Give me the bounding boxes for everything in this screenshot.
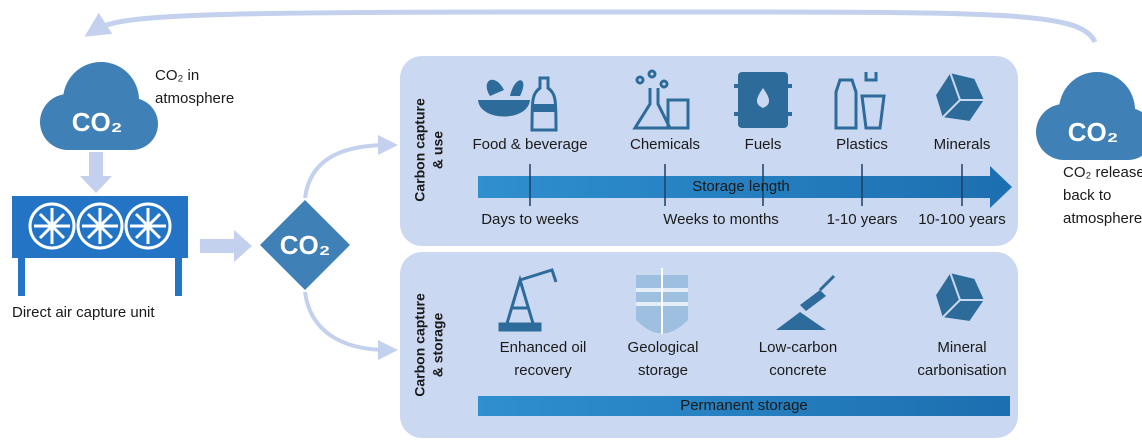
dac-unit-part-part — [82, 208, 118, 244]
chemicals-icon-part — [666, 98, 690, 130]
fuels-icon-part — [734, 112, 792, 116]
concrete-icon-part — [800, 290, 826, 311]
tick-lines — [529, 164, 963, 206]
duration-label: 1-10 years — [827, 211, 898, 228]
mineral-carbonisation-icon — [933, 270, 987, 324]
use-item-label: Plastics — [836, 136, 888, 153]
storage-item-label: storage — [638, 362, 688, 379]
storage-panel — [400, 252, 1018, 438]
dac-unit-part-part — [28, 202, 76, 250]
storage-item-label: Enhanced oil — [500, 339, 587, 356]
food-icon-part — [510, 80, 524, 96]
return-arrow — [84, 9, 1098, 44]
geological-icon — [636, 268, 688, 334]
dac-unit — [12, 196, 188, 296]
cloud-label: CO₂ — [72, 107, 123, 137]
storage-item-label: Mineral — [937, 339, 986, 356]
dac-unit-part-part — [124, 202, 172, 250]
use-item-label: Fuels — [745, 136, 782, 153]
use-item-label: Minerals — [934, 136, 991, 153]
plastics-icon-part — [864, 72, 878, 82]
storage-length-arrow — [478, 166, 1012, 208]
food-icon-part — [486, 79, 504, 96]
down-arrow-head — [80, 176, 112, 193]
concrete-icon-part — [776, 312, 826, 330]
concrete-icon — [776, 274, 836, 330]
food-icon-part — [530, 76, 558, 132]
storage-item-label: carbonisation — [917, 362, 1006, 379]
hub-label: CO₂ — [280, 230, 331, 260]
duration-label: 10-100 years — [918, 211, 1006, 228]
use-title: Carbon capture — [412, 98, 428, 202]
permanent-storage-bar — [478, 396, 1010, 416]
dac-unit-part — [175, 258, 182, 296]
dac-unit-part-part — [130, 208, 166, 244]
atmosphere-label: atmosphere — [155, 90, 234, 107]
storage-item-label: Geological — [628, 339, 699, 356]
mineral-carbonisation-icon-part — [941, 271, 985, 319]
chemicals-icon — [632, 69, 690, 130]
duration-label: Weeks to months — [663, 211, 779, 228]
fuels-icon-part — [734, 84, 792, 88]
dac-unit-part — [28, 202, 172, 250]
cloud-label: CO₂ — [1068, 117, 1119, 147]
storage-item-label: concrete — [769, 362, 827, 379]
food-icon-part — [478, 100, 530, 117]
atmosphere-label: CO₂ in — [155, 67, 199, 84]
branch-arrow — [303, 291, 398, 360]
storage-title: & storage — [430, 313, 446, 378]
storage-item-label: recovery — [514, 362, 572, 379]
released-label: back to — [1063, 187, 1111, 204]
minerals-icon — [933, 70, 987, 124]
chemicals-icon-part — [647, 69, 657, 79]
fuels-icon — [734, 72, 792, 128]
right-arrow-head — [234, 230, 252, 262]
use-title: & use — [430, 131, 446, 169]
branch-arrow — [303, 135, 398, 199]
storage-title: Carbon capture — [412, 293, 428, 397]
released-label: CO₂ released — [1063, 164, 1142, 181]
dac-unit-part-part — [34, 208, 70, 244]
use-item-label: Chemicals — [630, 136, 700, 153]
dac-label: Direct air capture unit — [12, 304, 155, 321]
food-icon-part — [532, 104, 556, 112]
oil-icon-part — [498, 322, 542, 332]
permanent-storage-label: Permanent storage — [680, 397, 808, 414]
fuels-icon-part — [756, 88, 770, 108]
storage-item-label: Low-carbon — [759, 339, 837, 356]
plastics-icon — [834, 72, 886, 130]
dac-unit-part — [18, 258, 25, 296]
plastics-icon-part — [860, 94, 886, 130]
food-icon — [478, 76, 558, 132]
hub-diamond — [260, 200, 350, 290]
minerals-icon-part — [941, 71, 985, 119]
concrete-icon-part — [818, 274, 836, 292]
use-item-label: Food & beverage — [472, 136, 587, 153]
released-label: atmosphere — [1063, 210, 1142, 227]
oil-icon — [498, 268, 558, 332]
oil-icon-part — [503, 268, 558, 331]
chemicals-icon-part — [659, 79, 669, 89]
dac-unit-part-part — [76, 202, 124, 250]
chemicals-icon-part — [635, 75, 645, 85]
storage-length-label: Storage length — [692, 178, 790, 195]
duration-label: Days to weeks — [481, 211, 579, 228]
chemicals-icon-part — [632, 88, 673, 130]
plastics-icon-part — [834, 78, 858, 130]
